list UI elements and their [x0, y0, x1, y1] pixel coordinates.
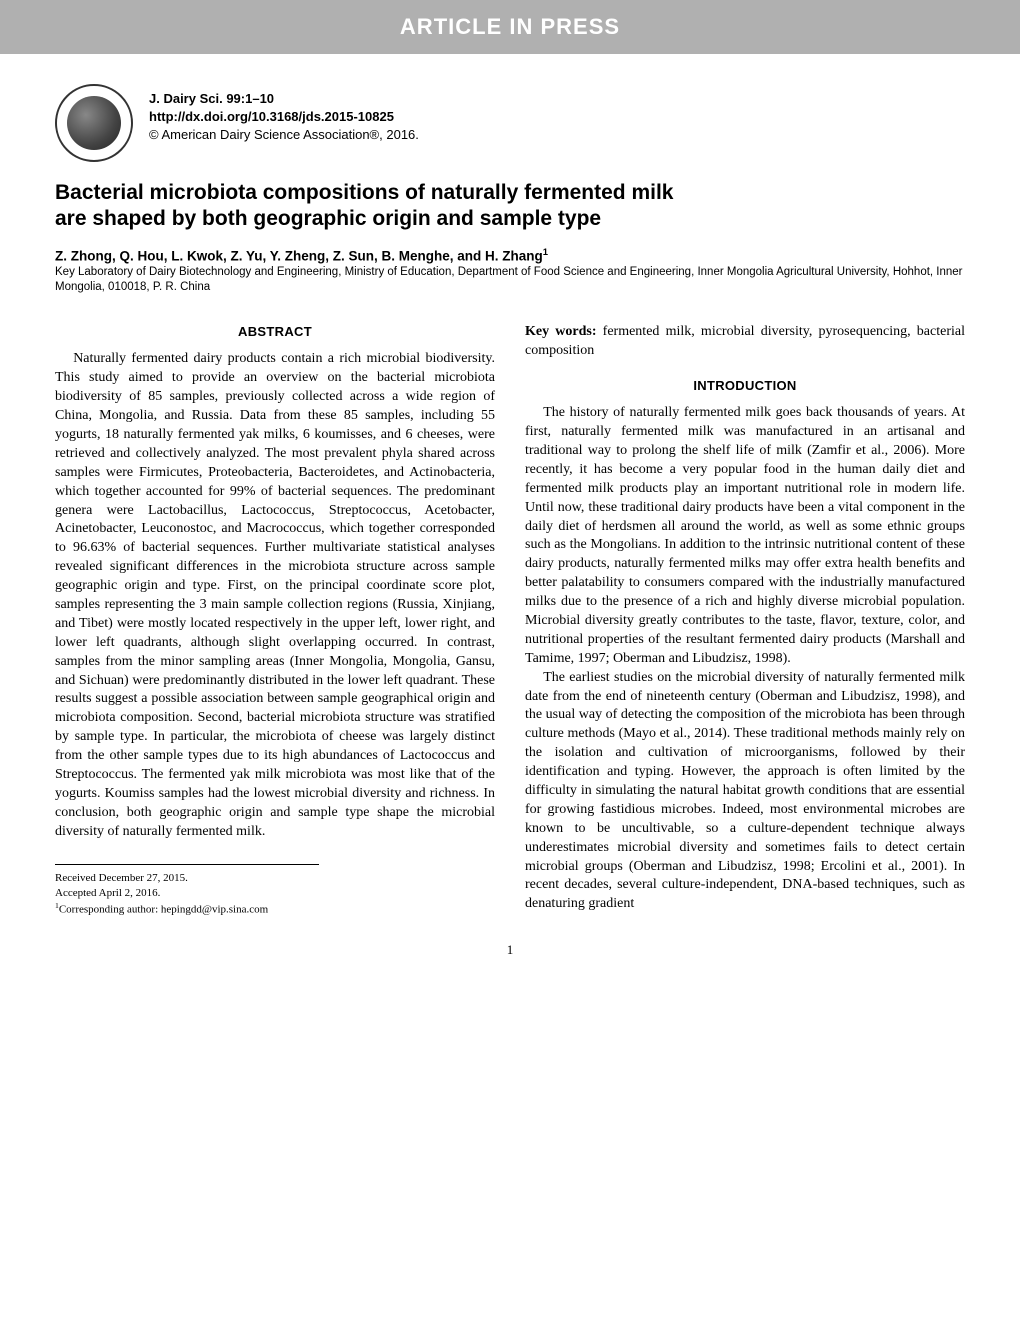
- footnote-corresponding: 1Corresponding author: hepingdd@vip.sina…: [55, 901, 319, 918]
- footnotes-block: Received December 27, 2015. Accepted Apr…: [55, 864, 319, 919]
- abstract-heading: ABSTRACT: [55, 323, 495, 341]
- author-superscript: 1: [543, 247, 548, 258]
- logo-globe-icon: [67, 96, 121, 150]
- affiliation: Key Laboratory of Dairy Biotechnology an…: [55, 265, 965, 295]
- introduction-heading: INTRODUCTION: [525, 377, 965, 395]
- corresponding-text: Corresponding author: hepingdd@vip.sina.…: [59, 904, 268, 916]
- journal-doi: http://dx.doi.org/10.3168/jds.2015-10825: [149, 108, 419, 126]
- footnote-received: Received December 27, 2015.: [55, 871, 319, 886]
- authors-line: Z. Zhong, Q. Hou, L. Kwok, Z. Yu, Y. Zhe…: [55, 247, 965, 264]
- intro-paragraph-2: The earliest studies on the microbial di…: [525, 669, 965, 915]
- intro-paragraph-1: The history of naturally fermented milk …: [525, 404, 965, 668]
- keywords-label: Key words:: [525, 324, 597, 339]
- journal-citation: J. Dairy Sci. 99:1–10: [149, 90, 419, 108]
- page-number: 1: [55, 942, 965, 958]
- left-column: ABSTRACT Naturally fermented dairy produ…: [55, 323, 495, 919]
- abstract-paragraph: Naturally fermented dairy products conta…: [55, 350, 495, 841]
- article-title: Bacterial microbiota compositions of nat…: [55, 180, 965, 233]
- right-column: Key words: fermented milk, microbial div…: [525, 323, 965, 919]
- authors-names: Z. Zhong, Q. Hou, L. Kwok, Z. Yu, Y. Zhe…: [55, 248, 543, 263]
- title-line-2: are shaped by both geographic origin and…: [55, 207, 601, 230]
- page-content: J. Dairy Sci. 99:1–10 http://dx.doi.org/…: [0, 54, 1020, 988]
- journal-header: J. Dairy Sci. 99:1–10 http://dx.doi.org/…: [55, 84, 965, 162]
- keywords-line: Key words: fermented milk, microbial div…: [525, 323, 965, 361]
- footnote-accepted: Accepted April 2, 2016.: [55, 886, 319, 901]
- two-column-body: ABSTRACT Naturally fermented dairy produ…: [55, 323, 965, 919]
- journal-meta: J. Dairy Sci. 99:1–10 http://dx.doi.org/…: [149, 84, 419, 145]
- title-line-1: Bacterial microbiota compositions of nat…: [55, 181, 673, 204]
- journal-logo: [55, 84, 133, 162]
- journal-copyright: © American Dairy Science Association®, 2…: [149, 126, 419, 144]
- article-in-press-banner: ARTICLE IN PRESS: [0, 0, 1020, 54]
